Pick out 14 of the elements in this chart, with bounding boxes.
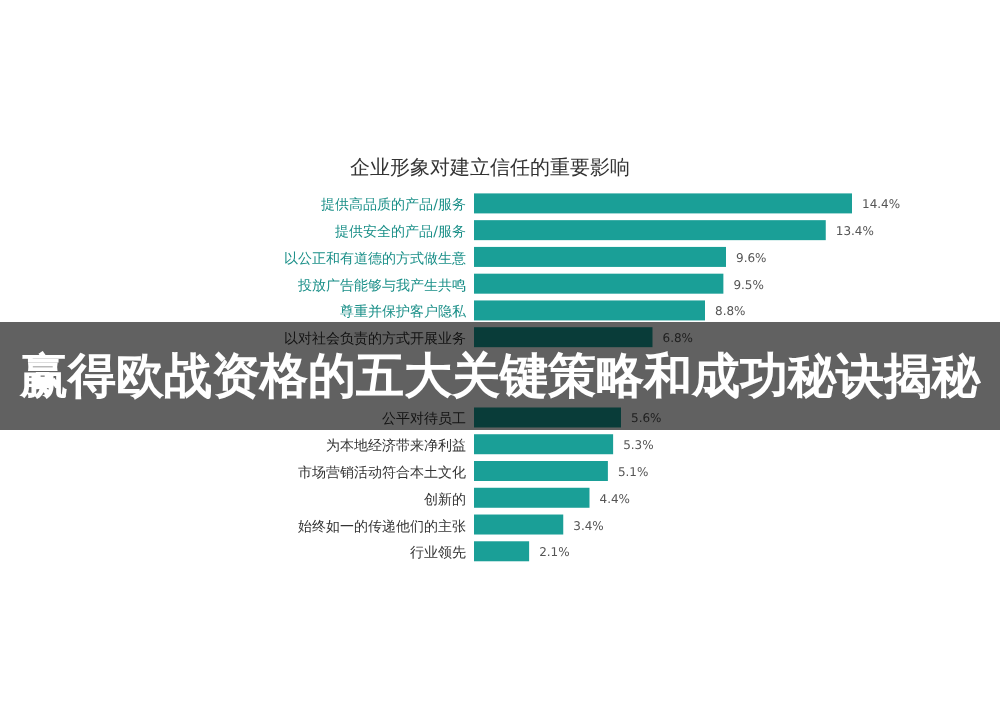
bar [474,434,614,455]
bar [474,487,590,508]
bar [474,193,852,214]
bar [474,273,724,294]
bar [474,220,826,241]
bar [474,461,608,481]
bar [474,514,564,535]
annotation: 赢得欧战资格的五大关键策略和成功秘诀揭秘 [18,348,982,404]
bar [474,407,621,428]
bar [474,327,653,348]
bar [474,541,530,562]
bar [474,300,705,321]
chart-title: 企业形象对建立信任的重要影响 [350,156,630,180]
bar [474,246,726,267]
